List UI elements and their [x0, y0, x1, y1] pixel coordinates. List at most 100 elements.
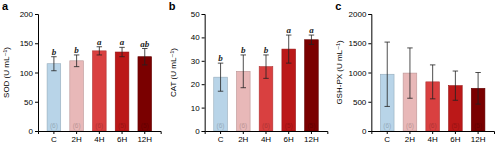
n-label: (5) — [307, 122, 315, 130]
x-tick-label: 2H — [405, 135, 415, 144]
error-bar-cap — [453, 100, 458, 101]
x-tick-mark — [478, 131, 479, 134]
error-bar — [263, 55, 268, 78]
y-tick-label: 100 — [20, 69, 34, 78]
y-tick: 10 — [191, 104, 205, 113]
error-bar-stem — [311, 35, 312, 44]
x-axis-line — [372, 132, 495, 135]
x-tick-mark — [144, 131, 145, 134]
y-tick-mark — [368, 73, 371, 74]
y-axis-line — [35, 15, 39, 132]
x-tick-label: 12H — [304, 135, 319, 144]
y-tick: 0 — [195, 127, 204, 136]
error-bar — [241, 55, 246, 88]
x-tick: 4H — [261, 131, 271, 144]
error-bar-stem — [122, 47, 123, 56]
significance-label: a — [309, 25, 314, 35]
significance-label: a — [97, 37, 102, 47]
y-axis: 0500100015002000 — [349, 10, 372, 136]
error-bar — [51, 57, 56, 71]
x-tick: 6H — [450, 131, 460, 144]
y-tick-mark — [202, 108, 205, 109]
x-axis-line — [205, 132, 328, 135]
significance-label: a — [286, 25, 291, 35]
n-label: (5) — [285, 122, 293, 130]
error-bar-stem — [478, 73, 479, 105]
n-label: (6) — [262, 122, 270, 130]
x-tick-mark — [76, 131, 77, 134]
x-tick-mark — [99, 131, 100, 134]
error-bar — [309, 35, 314, 44]
x-tick-label: 4H — [94, 135, 104, 144]
y-tick: 500 — [353, 98, 371, 107]
bar — [138, 57, 152, 131]
x-tick-mark — [455, 131, 456, 134]
error-bar-cap — [430, 64, 435, 65]
n-label: (5) — [118, 122, 126, 130]
error-bar-stem — [455, 71, 456, 100]
y-tick-label: 10 — [191, 104, 200, 113]
y-tick-mark — [202, 37, 205, 38]
bar — [115, 52, 129, 131]
bar — [93, 51, 107, 131]
significance-label: ab — [140, 39, 150, 49]
marks — [380, 42, 484, 131]
error-bar-cap — [453, 71, 458, 72]
x-tick-label: C — [51, 135, 57, 144]
error-bar-cap — [385, 42, 390, 43]
y-tick: 40 — [191, 33, 205, 42]
x-axis: C2H4H6H12H — [372, 131, 495, 144]
x-tick-label: C — [384, 135, 390, 144]
y-tick-label: 40 — [191, 33, 200, 42]
y-tick-label: 150 — [20, 39, 34, 48]
error-bar-cap — [119, 56, 124, 57]
x-tick-label: 6H — [284, 135, 294, 144]
x-tick-mark — [220, 131, 221, 134]
error-bar-cap — [309, 44, 314, 45]
error-bar-stem — [99, 47, 100, 55]
x-tick-label: 4H — [428, 135, 438, 144]
y-tick: 30 — [191, 57, 205, 66]
y-axis: 0 10 20 30 40 50 — [191, 10, 205, 136]
error-bar-stem — [266, 55, 267, 78]
bar — [47, 64, 61, 131]
y-tick-label: 30 — [191, 57, 200, 66]
error-bar — [385, 42, 390, 106]
error-bar-cap — [475, 72, 480, 73]
y-tick: 50 — [24, 98, 38, 107]
x-tick: 12H — [137, 131, 152, 144]
y-tick-label: 20 — [191, 80, 200, 89]
n-label: (6) — [406, 122, 414, 130]
y-tick: 50 — [191, 10, 205, 19]
y-tick-label: 1500 — [349, 39, 367, 48]
x-tick-mark — [243, 131, 244, 134]
x-tick: 6H — [284, 131, 294, 144]
bar — [70, 61, 84, 131]
error-bar-stem — [387, 42, 388, 106]
significance-label: b — [264, 45, 269, 55]
error-bar-stem — [409, 48, 410, 98]
plot-area: 01020304050C2H4H6H12Hbbbaa(6)(6)(6)(5)(5… — [191, 10, 328, 144]
panel: 01020304050C2H4H6H12Hbbbaa(6)(6)(6)(5)(5… — [169, 0, 328, 144]
y-axis-line — [202, 15, 206, 132]
x-tick-mark — [311, 131, 312, 134]
error-bar-stem — [144, 49, 145, 65]
x-axis: C2H4H6H12H — [39, 131, 162, 144]
x-tick: 4H — [428, 131, 438, 144]
error-bar-cap — [218, 91, 223, 92]
error-bar-stem — [432, 65, 433, 99]
significance-label: a — [120, 37, 125, 47]
n-label: (5) — [141, 122, 149, 130]
n-label: (6) — [50, 122, 58, 130]
panel: 050100150200C2H4H6H12Hbbaaab(6)(6)(6)(5)… — [2, 0, 161, 144]
x-tick-mark — [266, 131, 267, 134]
x-tick: C — [218, 131, 224, 144]
y-tick-label: 200 — [20, 10, 34, 19]
y-tick: 0 — [29, 127, 38, 136]
significance-label: b — [218, 53, 223, 63]
panel-label: a — [2, 0, 9, 12]
y-tick-label: 50 — [24, 98, 33, 107]
y-tick: 20 — [191, 80, 205, 89]
error-bar-cap — [241, 87, 246, 88]
x-tick: 12H — [304, 131, 319, 144]
